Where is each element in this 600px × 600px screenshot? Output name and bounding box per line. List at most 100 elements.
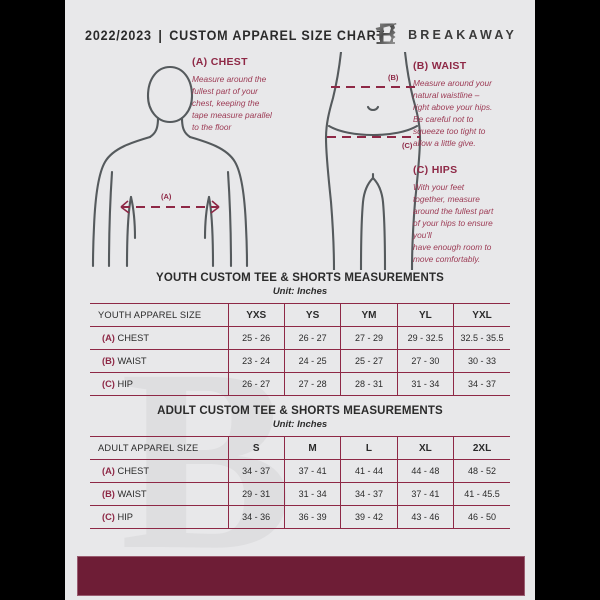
adult-measurements-block: ADULT CUSTOM TEE & SHORTS MEASUREMENTS U… [90, 405, 510, 529]
adult-cell-0-3: 44 - 48 [397, 459, 455, 483]
youth-cell-0-1: 26 - 27 [284, 326, 342, 350]
youth-row-1-tag: (B) [102, 356, 115, 366]
page-title: CUSTOM APPAREL SIZE CHART [169, 27, 386, 43]
adult-row-0-name: CHEST [117, 466, 150, 476]
size-chart-page: B 2022/2023|CUSTOM APPAREL SIZE CHART BR… [65, 0, 535, 600]
adult-row-0-tag: (A) [102, 466, 115, 476]
body-figures-illustration [91, 52, 422, 270]
youth-row-0-label: (A) CHEST [90, 326, 229, 350]
table-row: (B) WAIST 29 - 31 31 - 34 34 - 37 37 - 4… [90, 482, 510, 506]
waist-marker-label: (B) [388, 73, 399, 82]
youth-table-unit: Unit: Inches [272, 286, 328, 297]
table-row: (B) WAIST 23 - 24 24 - 25 25 - 27 27 - 3… [90, 349, 510, 373]
youth-size-col-1: YS [284, 303, 342, 327]
youth-cell-2-2: 28 - 31 [340, 372, 398, 396]
table-row: (C) HIP 34 - 36 36 - 39 39 - 42 43 - 46 … [90, 505, 510, 529]
adult-header-label: ADULT APPAREL SIZE [90, 436, 229, 460]
upper-body-torso-icon [91, 65, 249, 268]
youth-row-1-name: WAIST [117, 356, 147, 366]
youth-cell-2-3: 31 - 34 [397, 372, 455, 396]
callout-waist-title: (B) WAIST [413, 60, 467, 72]
adult-size-table: ADULT APPAREL SIZE S M L XL 2XL (A) CHES… [90, 436, 510, 529]
adult-row-2-tag: (C) [102, 512, 115, 522]
breakaway-b-monogram-icon [375, 22, 397, 44]
youth-cell-1-3: 27 - 30 [397, 349, 455, 373]
youth-table-title: YOUTH CUSTOM TEE & SHORTS MEASUREMENTS [156, 272, 444, 284]
youth-row-0-tag: (A) [102, 333, 115, 343]
youth-cell-2-1: 27 - 28 [284, 372, 342, 396]
callout-chest-title: (A) CHEST [192, 56, 248, 68]
chest-measure-line [120, 200, 220, 214]
adult-row-1-label: (B) WAIST [90, 482, 229, 506]
adult-row-2-label: (C) HIP [90, 505, 229, 529]
youth-size-col-4: YXL [453, 303, 510, 327]
youth-cell-0-3: 29 - 32.5 [397, 326, 455, 350]
callout-hips-title: (C) HIPS [413, 164, 458, 176]
callout-waist: (B) WAIST Measure around your natural wa… [413, 60, 525, 149]
youth-cell-1-2: 25 - 27 [340, 349, 398, 373]
lower-body-hips-icon [324, 52, 422, 270]
adult-cell-0-4: 48 - 52 [453, 459, 510, 483]
adult-cell-1-3: 37 - 41 [397, 482, 455, 506]
adult-table-title: ADULT CUSTOM TEE & SHORTS MEASUREMENTS [157, 405, 443, 417]
youth-cell-0-2: 27 - 29 [340, 326, 398, 350]
youth-size-col-3: YL [397, 303, 455, 327]
youth-size-col-0: YXS [228, 303, 285, 327]
youth-row-1-label: (B) WAIST [90, 349, 229, 373]
youth-cell-1-0: 23 - 24 [228, 349, 285, 373]
adult-cell-1-0: 29 - 31 [228, 482, 285, 506]
adult-row-0-label: (A) CHEST [90, 459, 229, 483]
callout-waist-body: Measure around your natural waistline – … [413, 78, 493, 149]
adult-cell-2-0: 34 - 36 [228, 505, 285, 529]
table-row: (A) CHEST 34 - 37 37 - 41 41 - 44 44 - 4… [90, 459, 510, 483]
adult-cell-2-1: 36 - 39 [284, 505, 342, 529]
youth-size-table: YOUTH APPAREL SIZE YXS YS YM YL YXL (A) … [90, 303, 510, 396]
youth-row-2-tag: (C) [102, 379, 115, 389]
youth-row-0-name: CHEST [117, 333, 150, 343]
adult-cell-1-1: 31 - 34 [284, 482, 342, 506]
youth-cell-0-0: 25 - 26 [228, 326, 285, 350]
adult-size-col-3: XL [397, 436, 455, 460]
youth-row-2-name: HIP [117, 379, 134, 389]
brand-name: BREAKAWAY [408, 28, 517, 42]
adult-table-unit: Unit: Inches [272, 419, 328, 430]
footer-banner-bar [77, 556, 525, 596]
callout-chest-body: Measure around the fullest part of your … [192, 74, 272, 133]
youth-measurements-block: YOUTH CUSTOM TEE & SHORTS MEASUREMENTS U… [90, 272, 510, 396]
adult-row-1-tag: (B) [102, 489, 115, 499]
table-row: (A) CHEST 25 - 26 26 - 27 27 - 29 29 - 3… [90, 326, 510, 350]
youth-cell-0-4: 32.5 - 35.5 [453, 326, 510, 350]
adult-table-header-row: ADULT APPAREL SIZE S M L XL 2XL [90, 436, 510, 460]
hips-marker-label: (C) [402, 141, 413, 150]
youth-cell-2-0: 26 - 27 [228, 372, 285, 396]
callout-hips-body: With your feet together, measure around … [413, 182, 494, 265]
youth-header-label: YOUTH APPAREL SIZE [90, 303, 229, 327]
youth-table-header-row: YOUTH APPAREL SIZE YXS YS YM YL YXL [90, 303, 510, 327]
adult-row-1-name: WAIST [117, 489, 147, 499]
chest-marker-label: (A) [161, 192, 172, 201]
youth-cell-1-1: 24 - 25 [284, 349, 342, 373]
table-row: (C) HIP 26 - 27 27 - 28 28 - 31 31 - 34 … [90, 372, 510, 396]
adult-size-col-2: L [340, 436, 398, 460]
brand-lockup: BREAKAWAY [373, 20, 517, 50]
header-season: 2022/2023 [85, 27, 152, 43]
youth-row-2-label: (C) HIP [90, 372, 229, 396]
adult-row-2-name: HIP [117, 512, 134, 522]
adult-cell-2-3: 43 - 46 [397, 505, 455, 529]
adult-cell-2-4: 46 - 50 [453, 505, 510, 529]
header-separator: | [158, 27, 163, 43]
adult-size-col-4: 2XL [453, 436, 510, 460]
youth-cell-2-4: 34 - 37 [453, 372, 510, 396]
adult-size-col-1: M [284, 436, 342, 460]
adult-cell-2-2: 39 - 42 [340, 505, 398, 529]
adult-cell-0-0: 34 - 37 [228, 459, 285, 483]
adult-size-col-0: S [228, 436, 285, 460]
callout-chest: (A) CHEST Measure around the fullest par… [192, 56, 300, 133]
adult-cell-1-4: 41 - 45.5 [453, 482, 510, 506]
youth-cell-1-4: 30 - 33 [453, 349, 510, 373]
measurement-diagram: (A) (B) (C) (A) CHEST Measure around the… [65, 52, 535, 270]
callout-hips: (C) HIPS With your feet together, measur… [413, 164, 528, 265]
youth-size-col-2: YM [340, 303, 398, 327]
adult-cell-1-2: 34 - 37 [340, 482, 398, 506]
page-header: 2022/2023 | CUSTOM APPAREL SIZE CHART BREA… [65, 18, 535, 52]
